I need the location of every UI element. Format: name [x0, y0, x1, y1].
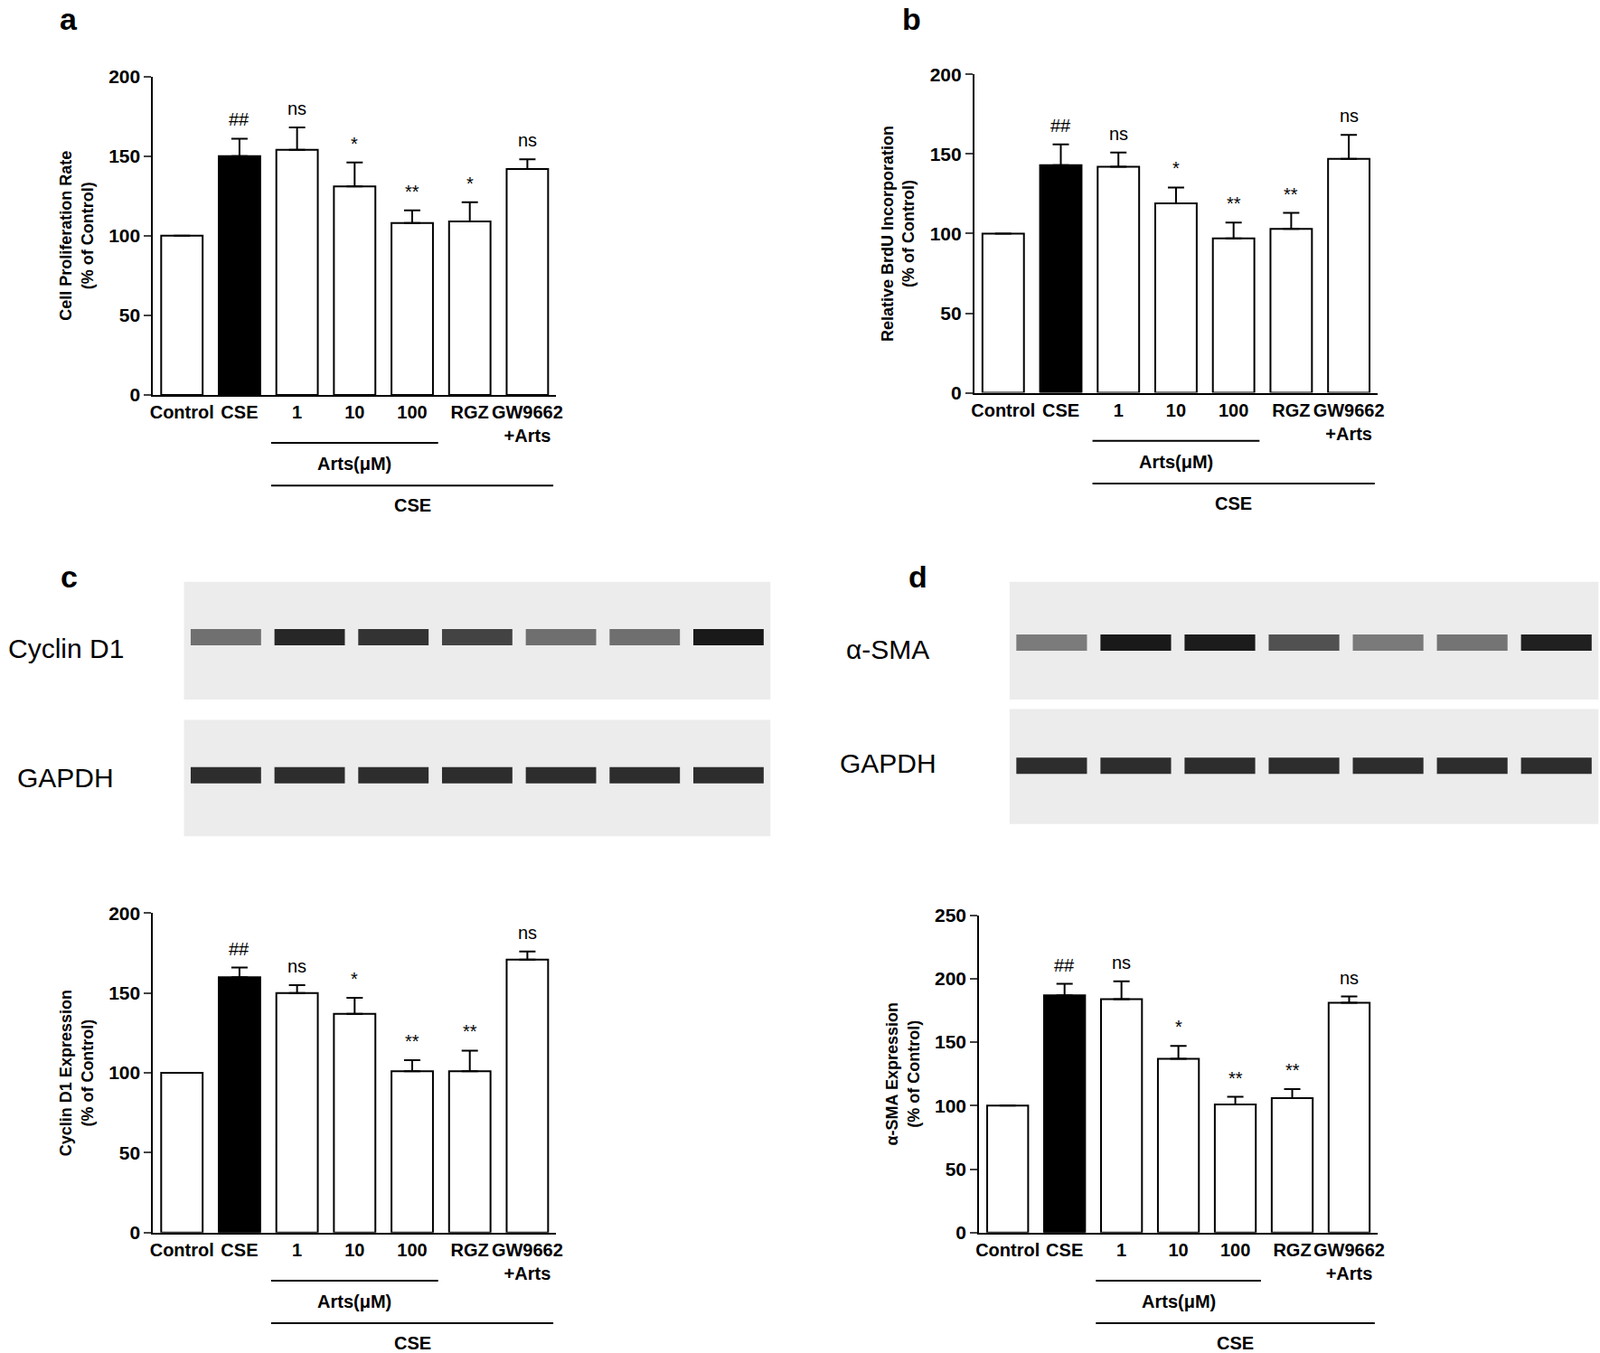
svg-text:10: 10	[344, 1240, 365, 1261]
svg-text:ns: ns	[517, 130, 537, 151]
svg-text:RGZ: RGZ	[1271, 400, 1310, 421]
svg-text:**: **	[1226, 193, 1242, 214]
svg-text:250: 250	[934, 904, 967, 926]
svg-text:100: 100	[930, 223, 962, 245]
svg-text:50: 50	[119, 304, 141, 326]
svg-text:CSE: CSE	[220, 1240, 258, 1261]
svg-text:CSE: CSE	[1042, 400, 1080, 421]
svg-text:0: 0	[130, 1222, 142, 1243]
svg-text:Control: Control	[150, 402, 215, 423]
svg-text:c: c	[60, 559, 78, 594]
svg-text:100: 100	[1218, 400, 1249, 421]
svg-text:10: 10	[1167, 1240, 1188, 1261]
svg-text:CSE: CSE	[394, 495, 432, 516]
svg-text:*: *	[350, 969, 358, 989]
svg-text:100: 100	[1220, 1240, 1251, 1261]
svg-text:10: 10	[1166, 400, 1186, 421]
svg-text:CSE: CSE	[1214, 493, 1252, 514]
svg-text:*: *	[350, 133, 358, 154]
svg-text:Arts(μM): Arts(μM)	[1141, 1291, 1216, 1312]
svg-text:*: *	[1175, 1016, 1183, 1037]
svg-text:50: 50	[945, 1158, 967, 1180]
svg-text:ns: ns	[1109, 123, 1129, 144]
svg-text:**: **	[1228, 1068, 1243, 1089]
svg-text:**: **	[462, 1021, 478, 1042]
svg-text:1: 1	[291, 1240, 302, 1261]
svg-text:ns: ns	[1339, 105, 1359, 126]
svg-text:1: 1	[291, 402, 302, 423]
svg-text:CSE: CSE	[1045, 1240, 1083, 1261]
svg-text:CSE: CSE	[1216, 1333, 1254, 1353]
svg-text:150: 150	[108, 982, 141, 1004]
svg-text:Control: Control	[975, 1240, 1040, 1261]
svg-text:GW9662+Arts: GW9662+Arts	[491, 1240, 564, 1284]
svg-text:GW9662+Arts: GW9662+Arts	[491, 402, 564, 446]
svg-text:150: 150	[930, 143, 962, 165]
svg-text:**: **	[1285, 1060, 1300, 1081]
svg-text:##: ##	[228, 109, 250, 130]
svg-text:GW9662+Arts: GW9662+Arts	[1313, 400, 1385, 444]
svg-text:ns: ns	[287, 956, 307, 977]
svg-text:100: 100	[934, 1095, 967, 1117]
svg-text:100: 100	[396, 1240, 427, 1261]
svg-text:*: *	[466, 173, 474, 194]
svg-text:200: 200	[108, 65, 141, 87]
svg-text:200: 200	[108, 903, 141, 924]
svg-text:CSE: CSE	[220, 402, 258, 423]
svg-text:d: d	[908, 559, 928, 594]
svg-text:ns: ns	[517, 922, 537, 943]
svg-text:ns: ns	[287, 98, 307, 119]
svg-text:ns: ns	[1339, 968, 1359, 989]
svg-text:α-SMA: α-SMA	[846, 634, 930, 665]
svg-text:50: 50	[119, 1142, 141, 1164]
svg-text:GAPDH: GAPDH	[839, 748, 937, 779]
svg-text:##: ##	[1054, 955, 1075, 976]
svg-text:1: 1	[1116, 1240, 1127, 1261]
svg-text:200: 200	[934, 968, 967, 989]
svg-text:Arts(μM): Arts(μM)	[1138, 451, 1214, 472]
svg-text:**: **	[404, 1031, 420, 1052]
svg-text:100: 100	[108, 1062, 141, 1083]
svg-text:##: ##	[228, 939, 250, 960]
svg-text:α-SMA Expression(% of Control): α-SMA Expression(% of Control)	[883, 1002, 923, 1146]
svg-text:Cell Proliferation Rate(% of C: Cell Proliferation Rate(% of Control)	[56, 150, 96, 321]
svg-text:Relative BrdU Incorporation(%: Relative BrdU Incorporation(% of Control…	[878, 125, 918, 342]
svg-text:Cyclin D1 Expression(% of Cont: Cyclin D1 Expression(% of Control)	[56, 989, 96, 1157]
svg-text:CSE: CSE	[394, 1333, 432, 1353]
svg-text:200: 200	[930, 64, 962, 85]
svg-text:b: b	[902, 1, 922, 37]
svg-text:RGZ: RGZ	[451, 402, 490, 423]
svg-text:100: 100	[108, 225, 141, 246]
svg-text:Control: Control	[150, 1240, 215, 1261]
svg-text:Cyclin D1: Cyclin D1	[8, 633, 124, 664]
svg-text:Arts(μM): Arts(μM)	[317, 1291, 392, 1312]
svg-text:GW9662+Arts: GW9662+Arts	[1313, 1240, 1385, 1284]
svg-text:##: ##	[1050, 115, 1072, 136]
svg-text:100: 100	[396, 402, 427, 423]
svg-text:0: 0	[955, 1222, 967, 1243]
svg-text:150: 150	[108, 145, 141, 167]
svg-text:**: **	[1283, 184, 1299, 205]
svg-text:GAPDH: GAPDH	[17, 762, 114, 793]
svg-text:Arts(μM): Arts(μM)	[317, 453, 392, 474]
svg-text:150: 150	[934, 1031, 967, 1053]
svg-text:Control: Control	[970, 400, 1036, 421]
svg-text:**: **	[404, 181, 420, 202]
svg-text:0: 0	[950, 382, 962, 404]
svg-text:50: 50	[940, 302, 961, 324]
svg-text:a: a	[59, 1, 78, 37]
svg-text:10: 10	[344, 402, 365, 423]
svg-text:*: *	[1172, 158, 1180, 179]
svg-text:RGZ: RGZ	[451, 1240, 490, 1261]
svg-text:1: 1	[1113, 400, 1124, 421]
svg-text:RGZ: RGZ	[1272, 1240, 1311, 1261]
svg-text:0: 0	[130, 384, 142, 405]
svg-text:ns: ns	[1111, 952, 1131, 973]
